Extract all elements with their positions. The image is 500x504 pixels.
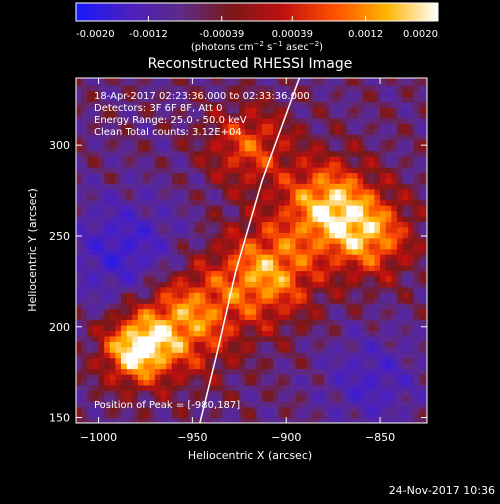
axis-ticks: −1000 −950 −900 −850 150 200 250 300	[49, 78, 427, 444]
annotation-method: Clean Total counts: 3.12E+04	[94, 127, 242, 138]
x-axis-label: Heliocentric X (arcsec)	[188, 449, 312, 462]
colorbar	[75, 2, 439, 22]
annotation-energy: Energy Range: 25.0 - 50.0 keV	[94, 115, 247, 126]
x-tick-label: −1000	[80, 431, 117, 444]
x-tick-label: −900	[271, 431, 301, 444]
y-tick-label: 250	[49, 230, 70, 243]
colorbar-tick-label: 0.0012	[348, 29, 383, 40]
colorbar-units: (photons cm−2 s−1 asec−2)	[191, 40, 323, 53]
y-axis-label: Heliocentric Y (arcsec)	[26, 188, 39, 312]
colorbar-tick-label: 0.0020	[403, 29, 438, 40]
colorbar-tick-label: -0.00039	[199, 29, 244, 40]
y-tick-label: 300	[49, 139, 70, 152]
colorbar-tick-label: -0.0012	[129, 29, 168, 40]
annotation-detectors: Detectors: 3F 6F 8F, Att 0	[94, 103, 222, 114]
annotation-time: 18-Apr-2017 02:23:36.000 to 02:33:36.000	[94, 91, 310, 102]
solar-limb-line	[199, 78, 301, 423]
x-tick-label: −950	[177, 431, 207, 444]
colorbar-ticks: -0.0020 -0.0012 -0.00039 0.00039 0.0012 0.002…	[75, 16, 439, 40]
chart-title: Reconstructed RHESSI Image	[148, 56, 353, 72]
footer-date: 24-Nov-2017 10:36	[389, 484, 495, 497]
x-tick-label: −850	[365, 431, 395, 444]
heatmap-image	[76, 78, 427, 423]
plot-frame	[75, 77, 428, 424]
colorbar-tick-label: -0.0020	[76, 29, 115, 40]
y-tick-label: 150	[49, 412, 70, 425]
y-tick-label: 200	[49, 321, 70, 334]
annotation-peak: Position of Peak = [-980,187]	[94, 400, 240, 411]
colorbar-tick-label: 0.00039	[272, 29, 313, 40]
